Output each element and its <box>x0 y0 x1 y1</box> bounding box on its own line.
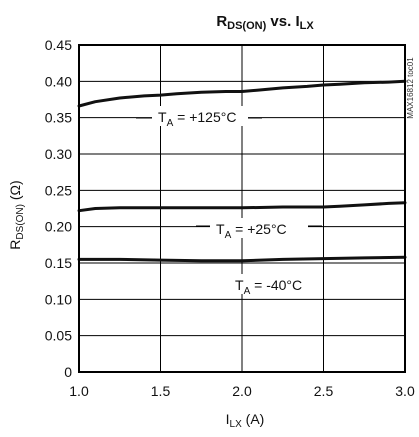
series-label-neg40c: TA = -40°C <box>232 274 318 297</box>
series-layer <box>77 79 407 263</box>
x-tick-label: 2.0 <box>232 383 252 399</box>
x-tick-label: 3.0 <box>395 383 415 399</box>
x-tick-label: 1.0 <box>69 383 89 399</box>
y-tick-label: 0.20 <box>45 219 72 235</box>
series-line-25c <box>77 201 407 213</box>
y-tick-label: 0.15 <box>45 255 72 271</box>
series-label-25c: TA = +25°C <box>210 218 308 241</box>
y-tick-label: 0.05 <box>45 328 72 344</box>
series-line-125c <box>77 79 407 108</box>
tick-labels: 0 0.05 0.10 0.15 0.20 0.25 0.30 0.35 0.40 0.45 1.0… <box>45 37 415 399</box>
y-tick-label: 0.30 <box>45 146 72 162</box>
y-tick-label: 0.35 <box>45 110 72 126</box>
label-125c-text: TA = +125°C <box>158 109 236 129</box>
series-label-125c: TA = +125°C <box>152 106 248 129</box>
x-axis-label: ILX (A) <box>226 411 265 430</box>
x-tick-label: 1.5 <box>151 383 171 399</box>
y-tick-label: 0 <box>64 364 72 380</box>
plot-frame <box>78 44 406 373</box>
y-tick-label: 0.45 <box>45 37 72 53</box>
y-axis-label: RDS(ON) (Ω) <box>7 180 26 249</box>
x-tick-label: 2.5 <box>314 383 334 399</box>
y-tick-label: 0.10 <box>45 291 72 307</box>
y-tick-label: 0.25 <box>45 182 72 198</box>
series-line-neg40c <box>77 255 407 263</box>
label-25c-text: TA = +25°C <box>216 221 287 241</box>
chart-title: RDS(ON) vs. ILX <box>216 13 314 32</box>
label-neg40c-text: TA = -40°C <box>235 277 302 297</box>
figure-code-watermark: MAX16812 toc01 <box>406 57 415 119</box>
y-tick-label: 0.40 <box>45 73 72 89</box>
